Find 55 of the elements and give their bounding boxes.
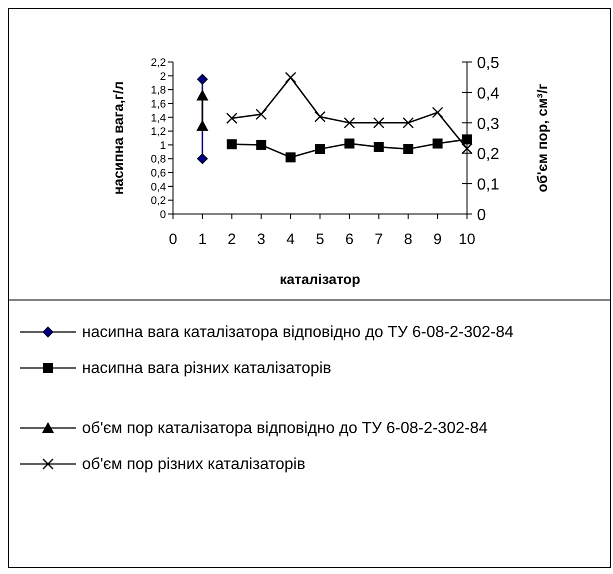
y2-tick-label: 0,2: [477, 146, 500, 164]
legend-label: об'єм пор різних каталізаторів: [82, 456, 306, 473]
point: [256, 140, 266, 150]
x-tick-label: 2: [228, 231, 236, 248]
point: [226, 112, 238, 124]
x-tick-label: 8: [404, 231, 412, 248]
point: [284, 72, 296, 84]
point: [344, 117, 356, 128]
point: [432, 138, 443, 149]
y2-tick-label: 0,5: [477, 55, 500, 72]
legend-label: насипна вага різних каталізаторів: [82, 360, 332, 377]
y-tick-label: 0,6: [150, 168, 166, 180]
legend-label: об'єм пор каталізатора відповідно до ТУ 6-08-2-302-84: [82, 420, 488, 437]
point: [403, 144, 414, 154]
point: [315, 144, 325, 154]
y-tick-label: 1: [160, 140, 166, 152]
y-axis-title: насипна вага,г/л: [110, 81, 126, 195]
point: [374, 142, 384, 152]
point: [314, 111, 326, 122]
y2-tick-label: 0,1: [477, 176, 500, 194]
y-tick-label: 1,2: [150, 126, 166, 138]
y2-tick-label: 0: [477, 207, 486, 224]
x-tick-label: 5: [316, 231, 324, 248]
point: [461, 142, 473, 154]
y-tick-label: 0,2: [150, 195, 166, 208]
legend-label: насипна вага каталізатора відповідно до ТУ 6-08-2-302-84: [82, 324, 514, 341]
y-tick-label: 1,4: [150, 112, 166, 124]
point: [462, 134, 472, 144]
x-axis-title: каталізатор: [280, 271, 360, 287]
point: [344, 138, 354, 149]
y-tick-label: 2,2: [150, 57, 166, 69]
point: [286, 152, 296, 162]
x-tick-label: 7: [374, 231, 383, 248]
point: [226, 139, 237, 150]
y-tick-label: 1,6: [150, 98, 166, 110]
y-tick-label: 0,8: [150, 154, 166, 166]
x-tick-label: 4: [286, 231, 295, 248]
x-tick-label: 9: [433, 231, 442, 248]
y-tick-label: 1,8: [150, 84, 166, 97]
y2-tick-label: 0,4: [477, 85, 500, 102]
y-tick-label: 0: [160, 209, 166, 221]
point: [256, 108, 267, 120]
point: [402, 117, 414, 128]
x-tick-label: 3: [257, 231, 266, 248]
x-tick-label: 10: [458, 231, 476, 248]
point: [197, 74, 208, 85]
point: [373, 117, 384, 128]
y-tick-label: 2: [160, 70, 166, 83]
y2-tick-label: 0,3: [477, 116, 500, 133]
point: [432, 106, 444, 118]
point: [197, 153, 208, 164]
y2-axis-title: об'єм пор, см³/г: [534, 84, 550, 192]
x-tick-label: 6: [345, 231, 354, 248]
y-tick-label: 0,4: [150, 181, 166, 194]
x-tick-label: 1: [198, 231, 207, 248]
